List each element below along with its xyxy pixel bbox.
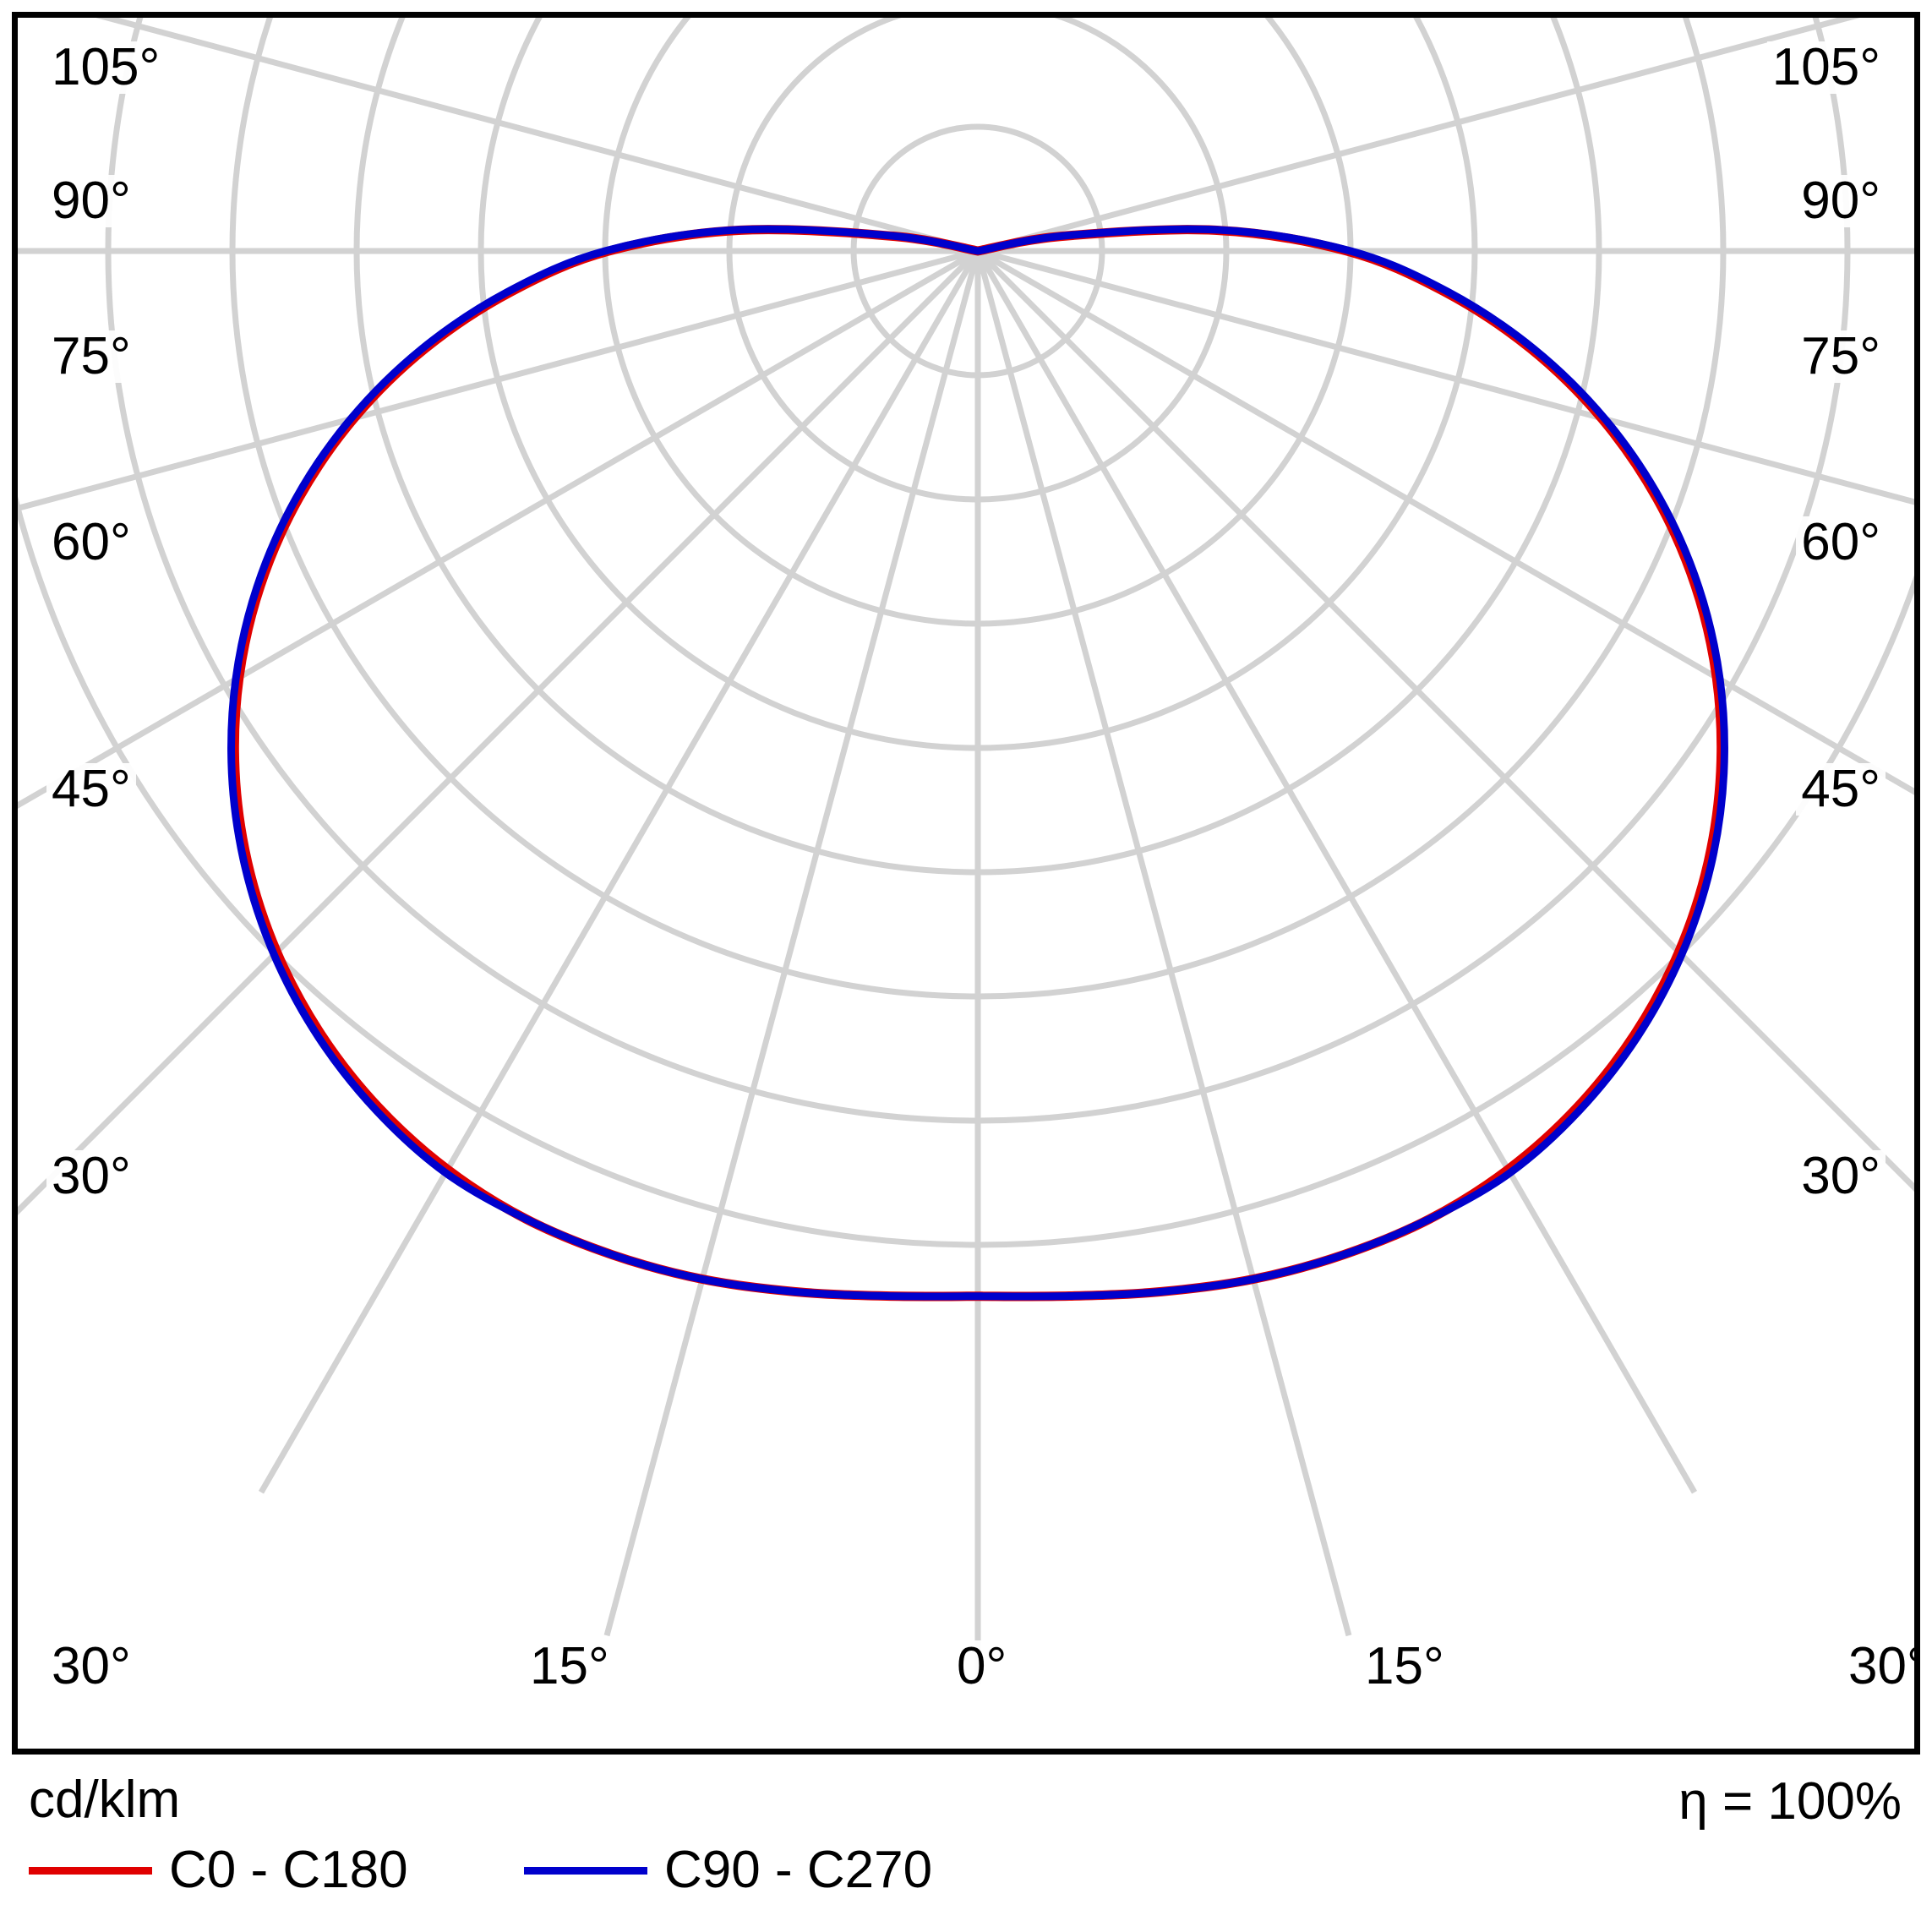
angle-label-left-2: 75°: [46, 330, 136, 383]
angle-label-right-2: 75°: [1796, 330, 1886, 383]
angle-label-right-1: 90°: [1796, 175, 1886, 227]
legend-swatch-c0-c180: [29, 1866, 152, 1875]
angle-label-bottom-0: 30°: [46, 1640, 136, 1693]
angle-label-right-5: 30°: [1796, 1150, 1886, 1203]
angle-label-bottom-1: 15°: [525, 1640, 614, 1693]
polar-grid-and-curves: [18, 18, 1914, 1684]
angle-label-left-0: 105°: [46, 41, 166, 94]
legend-entry-c90-c270: C90 - C270: [524, 1844, 932, 1897]
angle-label-right-0: 105°: [1766, 41, 1886, 94]
efficiency-label: η = 100%: [1678, 1772, 1902, 1831]
legend-label-c90-c270: C90 - C270: [664, 1841, 933, 1899]
angle-label-left-1: 90°: [46, 175, 136, 227]
angle-label-left-3: 60°: [46, 516, 136, 569]
angle-label-right-4: 45°: [1796, 763, 1886, 816]
angle-label-bottom-3: 15°: [1360, 1640, 1449, 1693]
legend-entry-c0-c180: C0 - C180: [29, 1844, 408, 1897]
polar-grid: [18, 18, 1914, 1684]
legend-swatch-c90-c270: [524, 1866, 647, 1875]
angle-label-left-4: 45°: [46, 763, 136, 816]
angle-label-bottom-4: 30°: [1843, 1640, 1914, 1693]
angle-label-right-3: 60°: [1796, 516, 1886, 569]
angle-label-left-5: 30°: [46, 1150, 136, 1203]
angle-label-bottom-2: 0°: [952, 1640, 1012, 1693]
intensity-curves: [227, 225, 1728, 1302]
legend-label-c0-c180: C0 - C180: [169, 1841, 408, 1899]
legend-area: cd/klm η = 100% C0 - C180 C90 - C270: [0, 1766, 1932, 1932]
plot-frame: 105° 90° 75° 60° 45° 30° 105° 90° 75° 60° 45° 30° …: [12, 12, 1920, 1755]
unit-label: cd/klm: [29, 1771, 181, 1829]
